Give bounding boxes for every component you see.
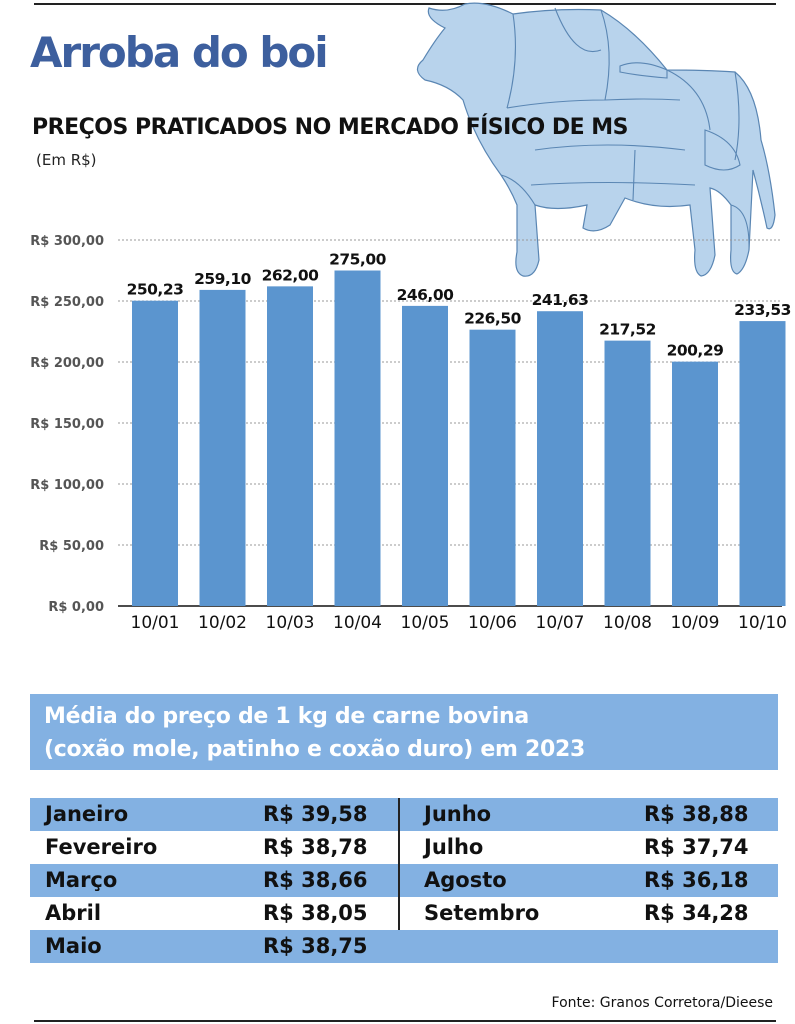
table-row: Março R$ 38,66 Agosto R$ 36,18 (30, 864, 778, 897)
month-name: Março (45, 868, 118, 892)
bar (739, 321, 786, 606)
y-tick-label: R$ 300,00 (30, 234, 104, 249)
bar (537, 311, 583, 606)
bar (604, 340, 651, 606)
bar-value-label: 262,00 (262, 266, 320, 284)
month-price: R$ 36,18 (644, 868, 749, 892)
bar-value-label: 250,23 (127, 281, 184, 299)
y-tick-label: R$ 250,00 (30, 295, 104, 310)
month-name: Janeiro (45, 802, 129, 826)
y-tick-label: R$ 0,00 (48, 600, 104, 615)
bar (469, 329, 516, 606)
bar-value-label: 246,00 (397, 286, 455, 304)
bar-chart: R$ 0,00 R$ 50,00 R$ 100,00 R$ 150,00 R$ 200,… (30, 234, 791, 633)
month-name: Abril (45, 901, 102, 925)
table-row: Maio R$ 38,75 (30, 930, 778, 963)
x-tick-label: 10/03 (266, 613, 315, 633)
month-price: R$ 37,74 (644, 835, 749, 859)
x-tick-label: 10/06 (468, 613, 517, 633)
table-row: Abril R$ 38,05 Setembro R$ 34,28 (30, 897, 778, 930)
cow-illustration (416, 2, 776, 277)
table-header: Média do preço de 1 kg de carne bovina (… (30, 694, 778, 770)
bar-value-label: 259,10 (194, 270, 252, 288)
month-price: R$ 38,05 (263, 901, 368, 925)
y-tick-label: R$ 100,00 (30, 478, 104, 493)
x-tick-label: 10/08 (603, 613, 652, 633)
bar-value-label: 217,52 (599, 321, 656, 339)
top-rule (34, 3, 776, 5)
month-price: R$ 34,28 (644, 901, 749, 925)
chart-subtitle: PREÇOS PRATICADOS NO MERCADO FÍSICO DE M… (32, 115, 629, 140)
bar-value-label: 241,63 (532, 291, 589, 309)
x-tick-label: 10/09 (671, 613, 720, 633)
bar-value-label: 226,50 (464, 310, 522, 328)
x-tick-label: 10/02 (198, 613, 247, 633)
bar (334, 270, 381, 606)
month-price: R$ 39,58 (263, 802, 368, 826)
month-price: R$ 38,78 (263, 835, 368, 859)
unit-note: (Em R$) (36, 151, 97, 169)
month-name: Maio (45, 934, 102, 958)
bar (199, 289, 246, 606)
bottom-rule (34, 1020, 776, 1022)
x-tick-label: 10/07 (536, 613, 585, 633)
page-title: Arroba do boi (30, 28, 329, 77)
source-credit: Fonte: Granos Corretora/Dieese (551, 995, 773, 1011)
bar (132, 300, 178, 606)
bar-value-label: 275,00 (329, 251, 387, 269)
table-header-line-2: (coxão mole, patinho e coxão duro) em 20… (44, 737, 586, 762)
month-name: Agosto (424, 868, 507, 892)
table-row: Fevereiro R$ 38,78 Julho R$ 37,74 (30, 831, 778, 864)
month-name: Setembro (424, 901, 540, 925)
month-price: R$ 38,88 (644, 802, 749, 826)
bar (402, 305, 448, 606)
x-tick-label: 10/01 (131, 613, 180, 633)
bar (672, 361, 718, 606)
bar-value-label: 200,29 (667, 342, 724, 360)
bar (267, 286, 313, 606)
x-tick-label: 10/05 (401, 613, 450, 633)
table-row: Janeiro R$ 39,58 Junho R$ 38,88 (30, 798, 778, 831)
month-name: Fevereiro (45, 835, 158, 859)
column-divider (398, 798, 400, 930)
month-price: R$ 38,75 (263, 934, 368, 958)
bar-value-label: 233,53 (734, 301, 791, 319)
x-tick-label: 10/04 (333, 613, 382, 633)
month-name: Junho (424, 802, 492, 826)
y-tick-label: R$ 50,00 (39, 539, 104, 554)
y-tick-label: R$ 200,00 (30, 356, 104, 371)
month-price: R$ 38,66 (263, 868, 368, 892)
x-tick-label: 10/10 (738, 613, 787, 633)
table-header-line-1: Média do preço de 1 kg de carne bovina (44, 704, 529, 729)
y-tick-label: R$ 150,00 (30, 417, 104, 432)
monthly-price-table: Janeiro R$ 39,58 Junho R$ 38,88 Fevereir… (30, 798, 778, 966)
month-name: Julho (424, 835, 484, 859)
